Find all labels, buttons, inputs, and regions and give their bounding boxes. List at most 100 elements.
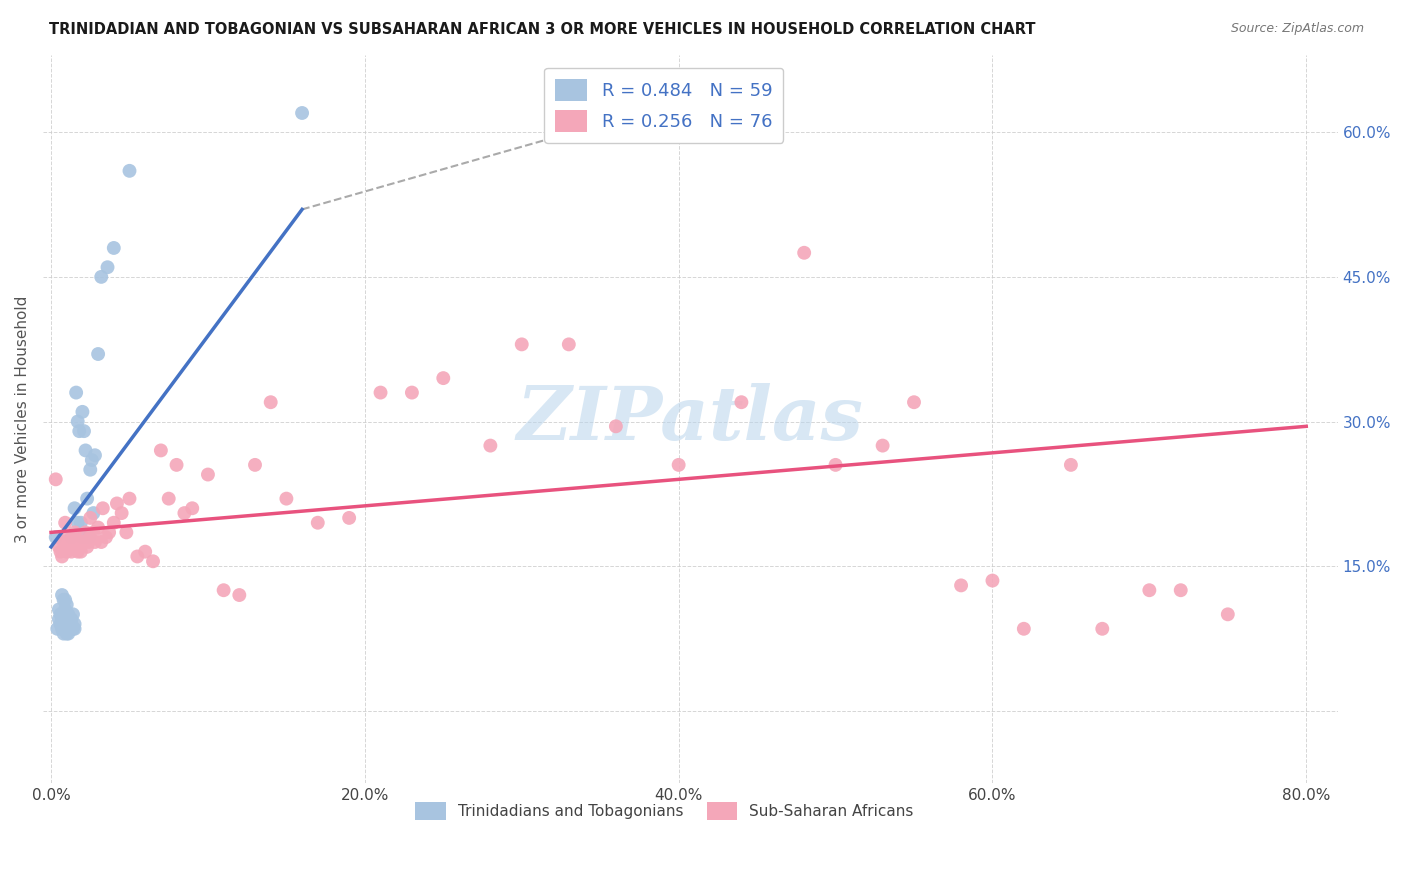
Point [48,602,70,616]
Text: ZIPatlas: ZIPatlas [517,383,863,455]
Point [94,530,117,544]
Point [79,463,101,477]
Point [55,622,77,636]
Point [510,337,533,351]
Point [66,415,89,429]
Point [52,592,75,607]
Point [46,622,69,636]
Point [49,617,72,632]
Point [60,530,83,544]
Point [730,395,752,409]
Point [60,544,83,558]
Point [67,535,90,549]
Point [82,506,104,520]
Point [260,395,283,409]
Point [337,511,360,525]
Point [197,467,219,482]
Point [55,530,77,544]
Point [181,501,204,516]
Point [127,549,149,564]
Point [212,583,235,598]
Point [51,588,73,602]
Point [243,458,266,472]
Point [52,607,75,622]
Point [824,458,846,472]
Point [53,602,76,616]
Point [63,617,86,632]
Point [77,530,100,544]
Point [87,347,110,361]
Point [1216,607,1239,622]
Point [605,419,627,434]
Point [115,525,138,540]
Point [157,491,180,506]
Point [63,501,86,516]
Point [73,535,96,549]
Point [60,612,83,626]
Point [401,385,423,400]
Point [228,588,250,602]
Point [49,607,72,622]
Point [70,516,93,530]
Point [79,511,101,525]
Point [52,626,75,640]
Point [55,612,77,626]
Point [66,516,89,530]
Point [118,164,141,178]
Point [103,241,125,255]
Point [58,626,80,640]
Point [82,525,104,540]
Point [96,260,118,275]
Point [59,617,82,632]
Point [90,269,112,284]
Point [291,106,314,120]
Point [76,491,98,506]
Point [903,395,925,409]
Point [90,535,112,549]
Point [981,574,1004,588]
Point [166,458,188,472]
Point [51,549,73,564]
Point [1012,622,1035,636]
Point [84,535,107,549]
Point [58,535,80,549]
Point [53,612,76,626]
Point [111,506,134,520]
Point [55,617,77,632]
Point [52,535,75,549]
Point [60,622,83,636]
Point [65,540,87,554]
Point [60,617,83,632]
Point [53,516,76,530]
Point [1170,583,1192,598]
Point [558,337,581,351]
Point [91,501,114,516]
Point [84,448,107,462]
Point [80,453,103,467]
Point [51,612,73,626]
Point [1060,458,1083,472]
Point [173,506,195,520]
Point [98,525,121,540]
Point [62,530,84,544]
Point [73,424,96,438]
Point [134,544,156,558]
Point [479,439,502,453]
Point [55,544,77,558]
Point [48,612,70,626]
Point [55,626,77,640]
Point [55,598,77,612]
Point [72,535,94,549]
Point [76,540,98,554]
Text: TRINIDADIAN AND TOBAGONIAN VS SUBSAHARAN AFRICAN 3 OR MORE VEHICLES IN HOUSEHOLD: TRINIDADIAN AND TOBAGONIAN VS SUBSAHARAN… [49,22,1036,37]
Point [103,516,125,530]
Point [75,525,97,540]
Point [70,544,93,558]
Point [62,622,84,636]
Point [872,439,894,453]
Point [53,622,76,636]
Point [53,617,76,632]
Point [79,530,101,544]
Point [51,622,73,636]
Point [63,622,86,636]
